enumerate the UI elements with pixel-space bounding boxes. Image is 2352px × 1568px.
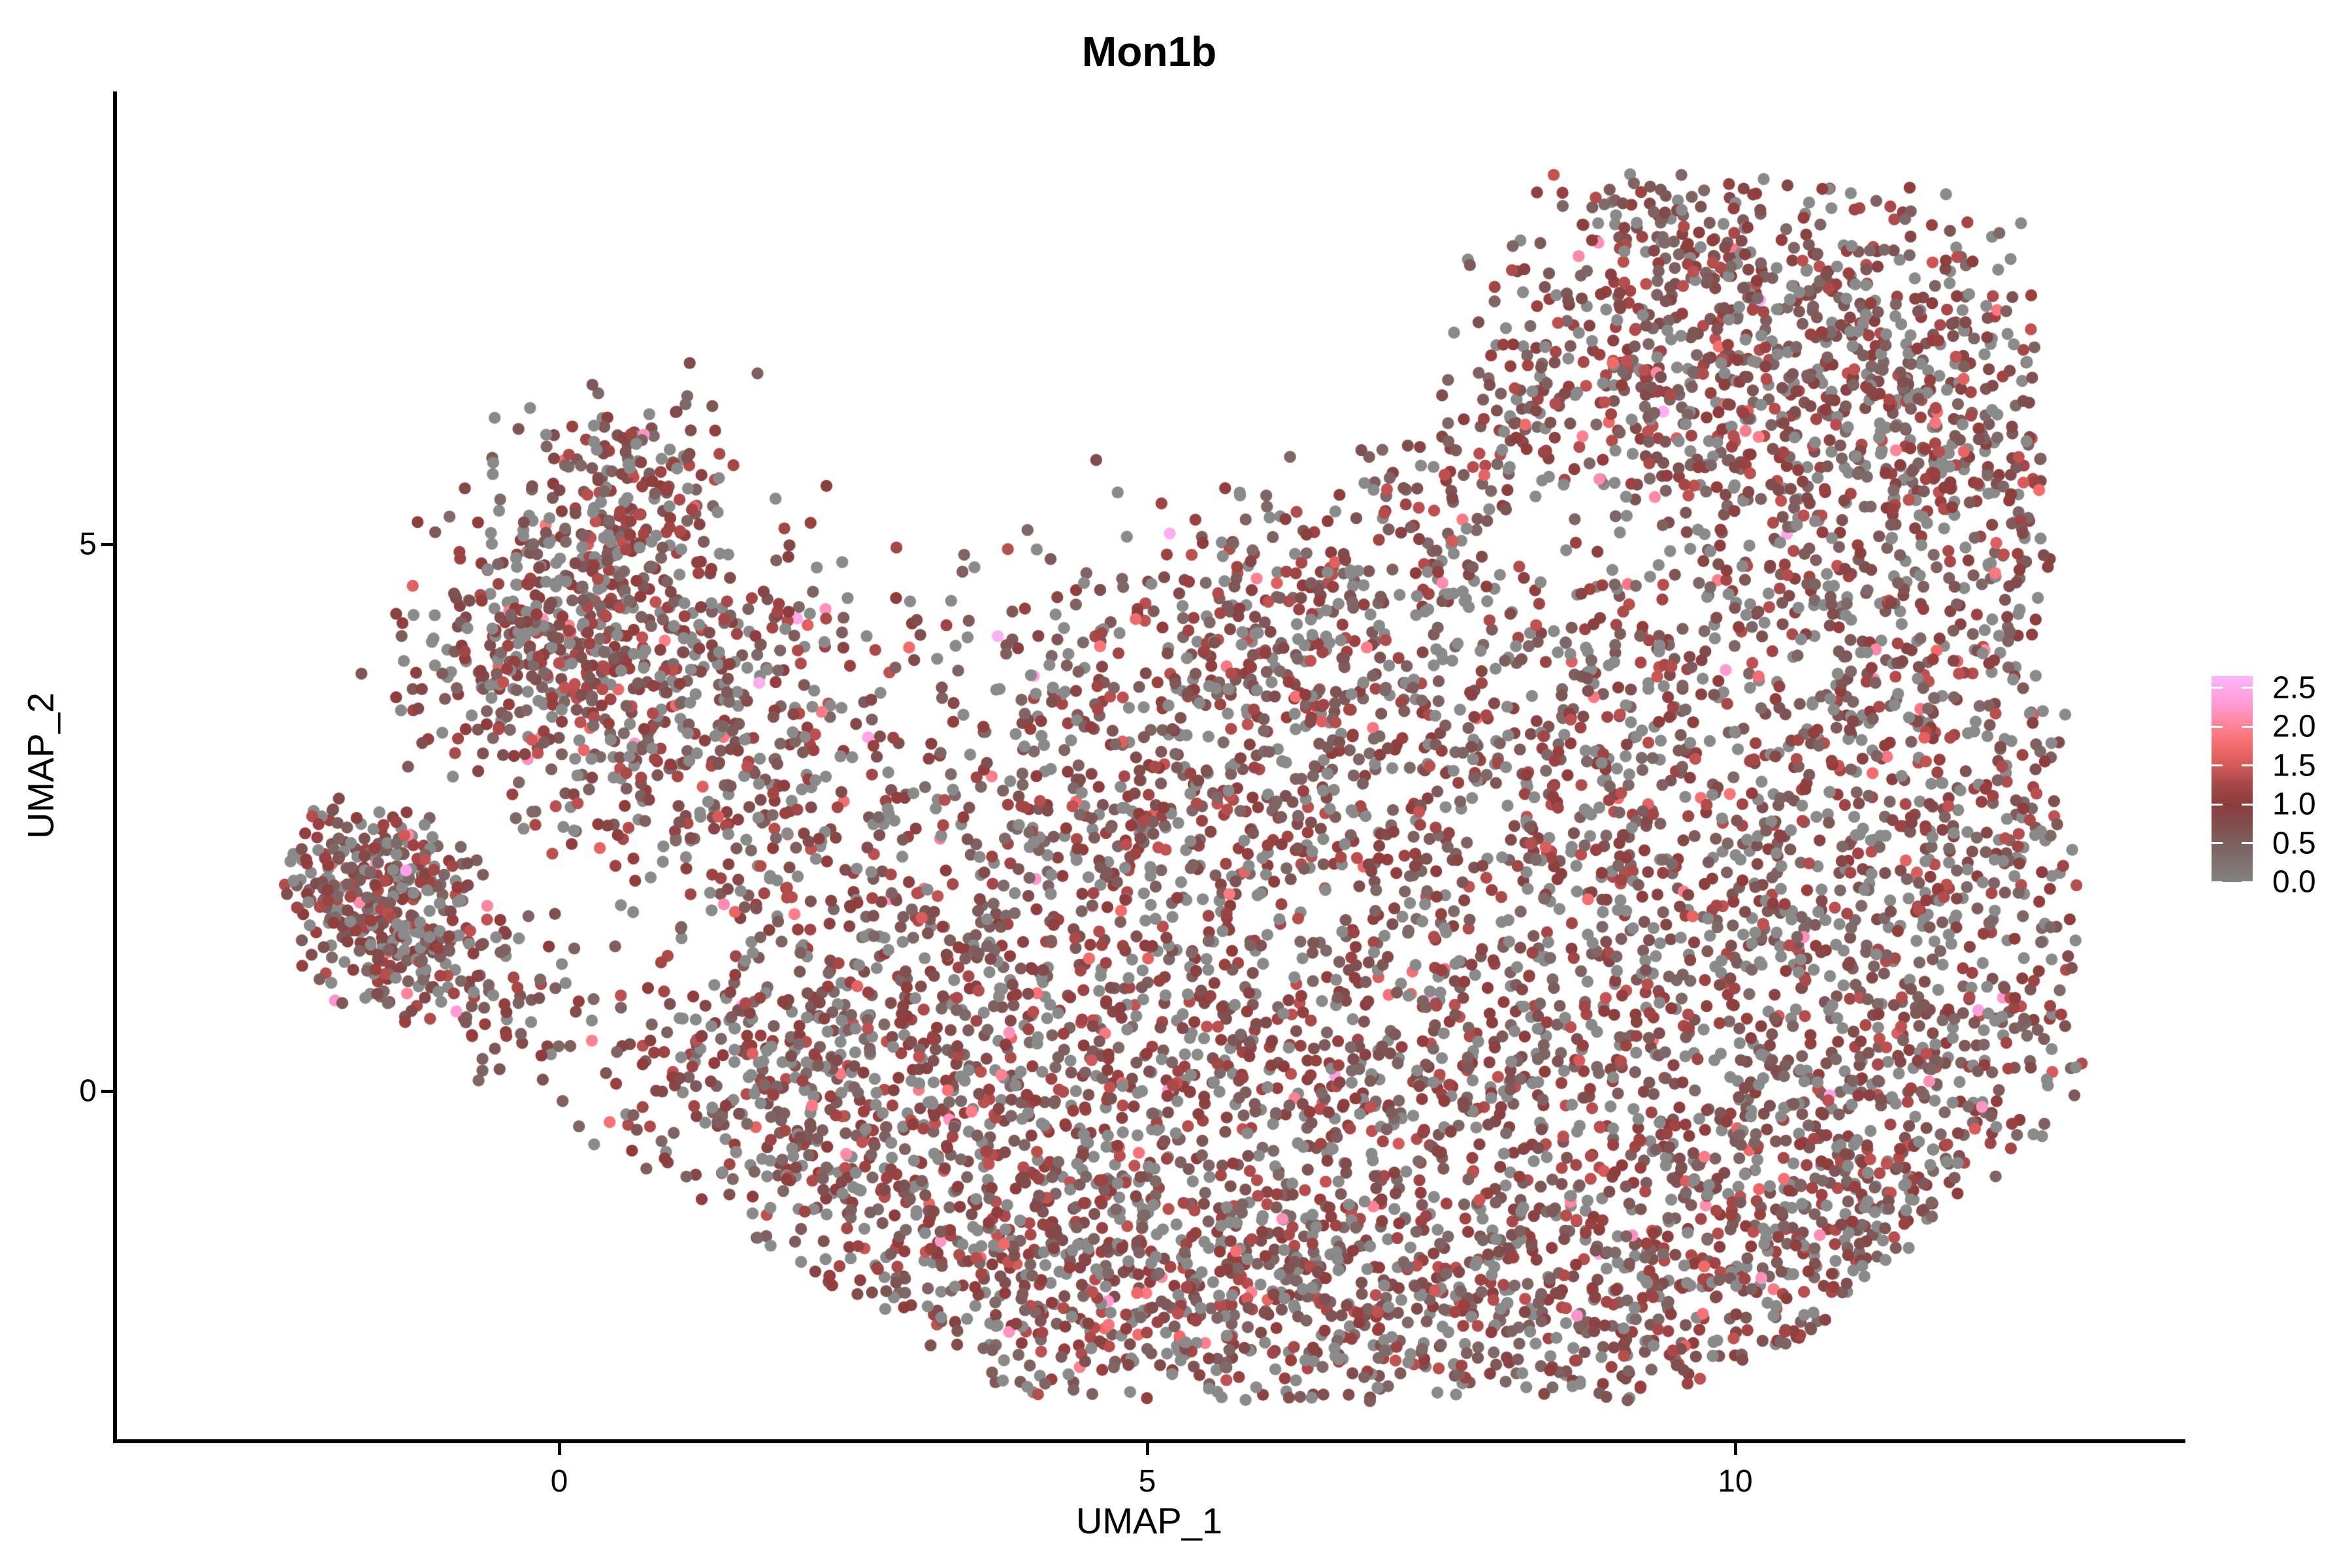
y-axis-line — [113, 91, 117, 1443]
y-axis-title: UMAP_2 — [20, 692, 61, 839]
colorbar-tick — [2242, 803, 2253, 806]
y-tick-label: 5 — [79, 527, 97, 562]
x-tick-label: 0 — [550, 1464, 568, 1499]
colorbar-tick-label: 1.0 — [2272, 787, 2316, 822]
colorbar-tick — [2242, 842, 2253, 845]
x-tick-mark — [1733, 1443, 1737, 1455]
colorbar-gradient — [2212, 676, 2253, 882]
colorbar-tick-label: 2.5 — [2272, 670, 2316, 706]
colorbar-tick — [2242, 687, 2253, 689]
x-tick-label: 10 — [1718, 1464, 1753, 1499]
x-tick-mark — [1145, 1443, 1149, 1455]
colorbar-tick — [2212, 725, 2223, 728]
plot-title: Mon1b — [1081, 28, 1217, 75]
colorbar-tick — [2242, 725, 2253, 728]
colorbar-tick — [2212, 687, 2223, 689]
y-tick-mark — [101, 542, 113, 546]
colorbar-tick — [2212, 881, 2223, 883]
x-axis-line — [113, 1439, 2185, 1443]
colorbar-tick — [2212, 803, 2223, 806]
x-tick-mark — [557, 1443, 561, 1455]
colorbar-tick-label: 0.5 — [2272, 826, 2316, 861]
x-tick-label: 5 — [1138, 1464, 1156, 1499]
x-axis-title: UMAP_1 — [1075, 1500, 1223, 1542]
colorbar-tick-label: 2.0 — [2272, 709, 2316, 744]
colorbar-tick — [2242, 764, 2253, 767]
y-tick-mark — [101, 1089, 113, 1093]
colorbar-tick-label: 0.0 — [2272, 864, 2316, 900]
colorbar-tick — [2242, 881, 2253, 883]
colorbar-tick — [2212, 764, 2223, 767]
y-tick-label: 0 — [79, 1073, 97, 1109]
colorbar-tick-label: 1.5 — [2272, 748, 2316, 783]
colorbar-tick — [2212, 842, 2223, 845]
